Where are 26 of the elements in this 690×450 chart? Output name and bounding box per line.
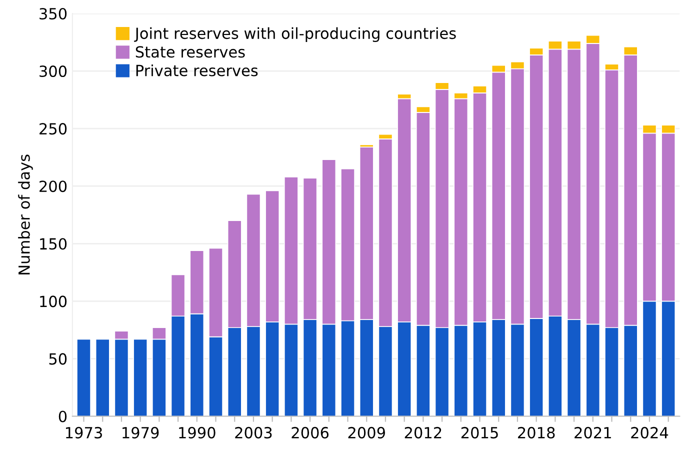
x-tick-label: 1973 — [66, 426, 102, 438]
legend-label: Private reserves — [136, 64, 258, 76]
legend-label: State reserves — [136, 46, 245, 58]
x-tick-label: 2021 — [574, 426, 611, 438]
y-tick-label: 0 — [58, 410, 67, 422]
x-tick-label: 2018 — [518, 426, 555, 438]
x-tick-label: 2024 — [631, 426, 668, 438]
y-tick-label: 50 — [49, 353, 67, 365]
x-tick-label: 2015 — [461, 426, 498, 438]
x-tick-label: 1990 — [179, 426, 216, 438]
x-tick-label: 2003 — [235, 426, 272, 438]
y-tick-label: 350 — [40, 8, 67, 20]
x-tick-label: 2009 — [348, 426, 385, 438]
y-axis-title: Number of days — [18, 154, 33, 274]
y-tick-label: 150 — [40, 238, 67, 250]
y-tick-label: 100 — [40, 296, 67, 308]
legend-label: Joint reserves with oil-producing countries — [134, 27, 456, 42]
bar — [95, 338, 110, 416]
bar — [133, 338, 148, 416]
y-tick-label: 300 — [40, 66, 67, 78]
x-tick-label: 1979 — [122, 426, 159, 438]
x-tick-label: 2006 — [292, 426, 329, 438]
bar — [76, 338, 91, 416]
y-tick-label: 200 — [40, 180, 67, 192]
x-tick-label: 2012 — [404, 426, 442, 438]
y-tick-label: 250 — [40, 123, 67, 135]
